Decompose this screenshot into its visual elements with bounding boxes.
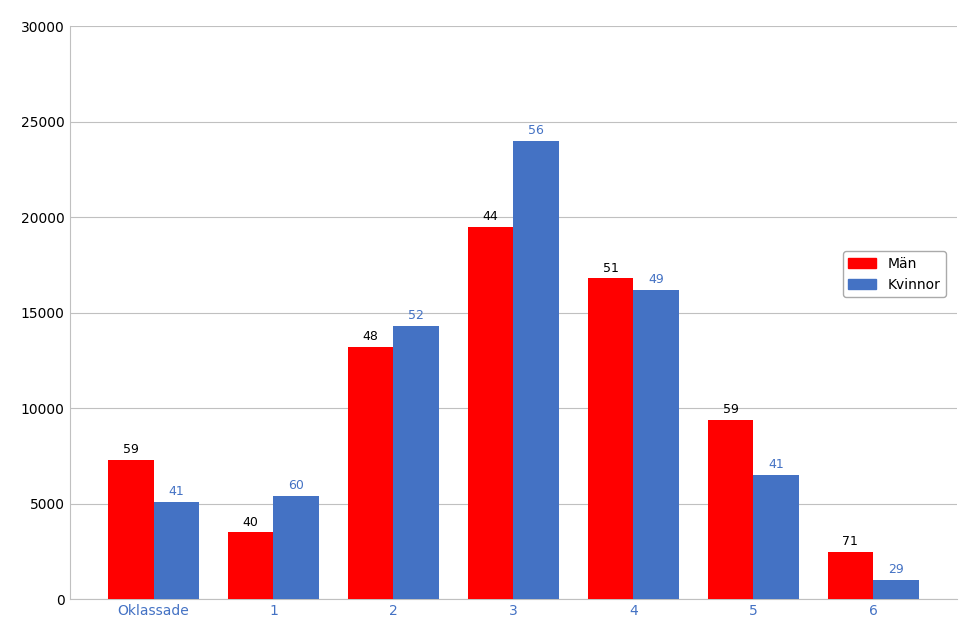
Text: 41: 41	[767, 458, 784, 472]
Bar	[587, 279, 633, 599]
Bar	[872, 580, 917, 599]
Text: 41: 41	[168, 485, 184, 498]
Text: 60: 60	[288, 479, 304, 493]
Bar	[393, 326, 439, 599]
Bar	[513, 141, 559, 599]
Text: 71: 71	[841, 535, 858, 548]
Bar	[707, 420, 752, 599]
Bar	[274, 496, 319, 599]
Legend: Män, Kvinnor: Män, Kvinnor	[842, 251, 945, 297]
Text: 29: 29	[887, 564, 903, 576]
Bar	[633, 290, 678, 599]
Bar	[153, 502, 199, 599]
Text: 51: 51	[602, 261, 617, 275]
Text: 56: 56	[528, 124, 543, 137]
Text: 44: 44	[483, 210, 498, 223]
Bar	[827, 551, 872, 599]
Text: 59: 59	[722, 403, 738, 416]
Text: 48: 48	[362, 330, 378, 343]
Bar	[107, 460, 153, 599]
Text: 49: 49	[648, 273, 663, 286]
Bar	[228, 532, 274, 599]
Bar	[467, 227, 513, 599]
Text: 40: 40	[242, 516, 258, 528]
Bar	[752, 475, 798, 599]
Text: 59: 59	[123, 443, 139, 456]
Text: 52: 52	[407, 309, 424, 322]
Bar	[348, 347, 393, 599]
